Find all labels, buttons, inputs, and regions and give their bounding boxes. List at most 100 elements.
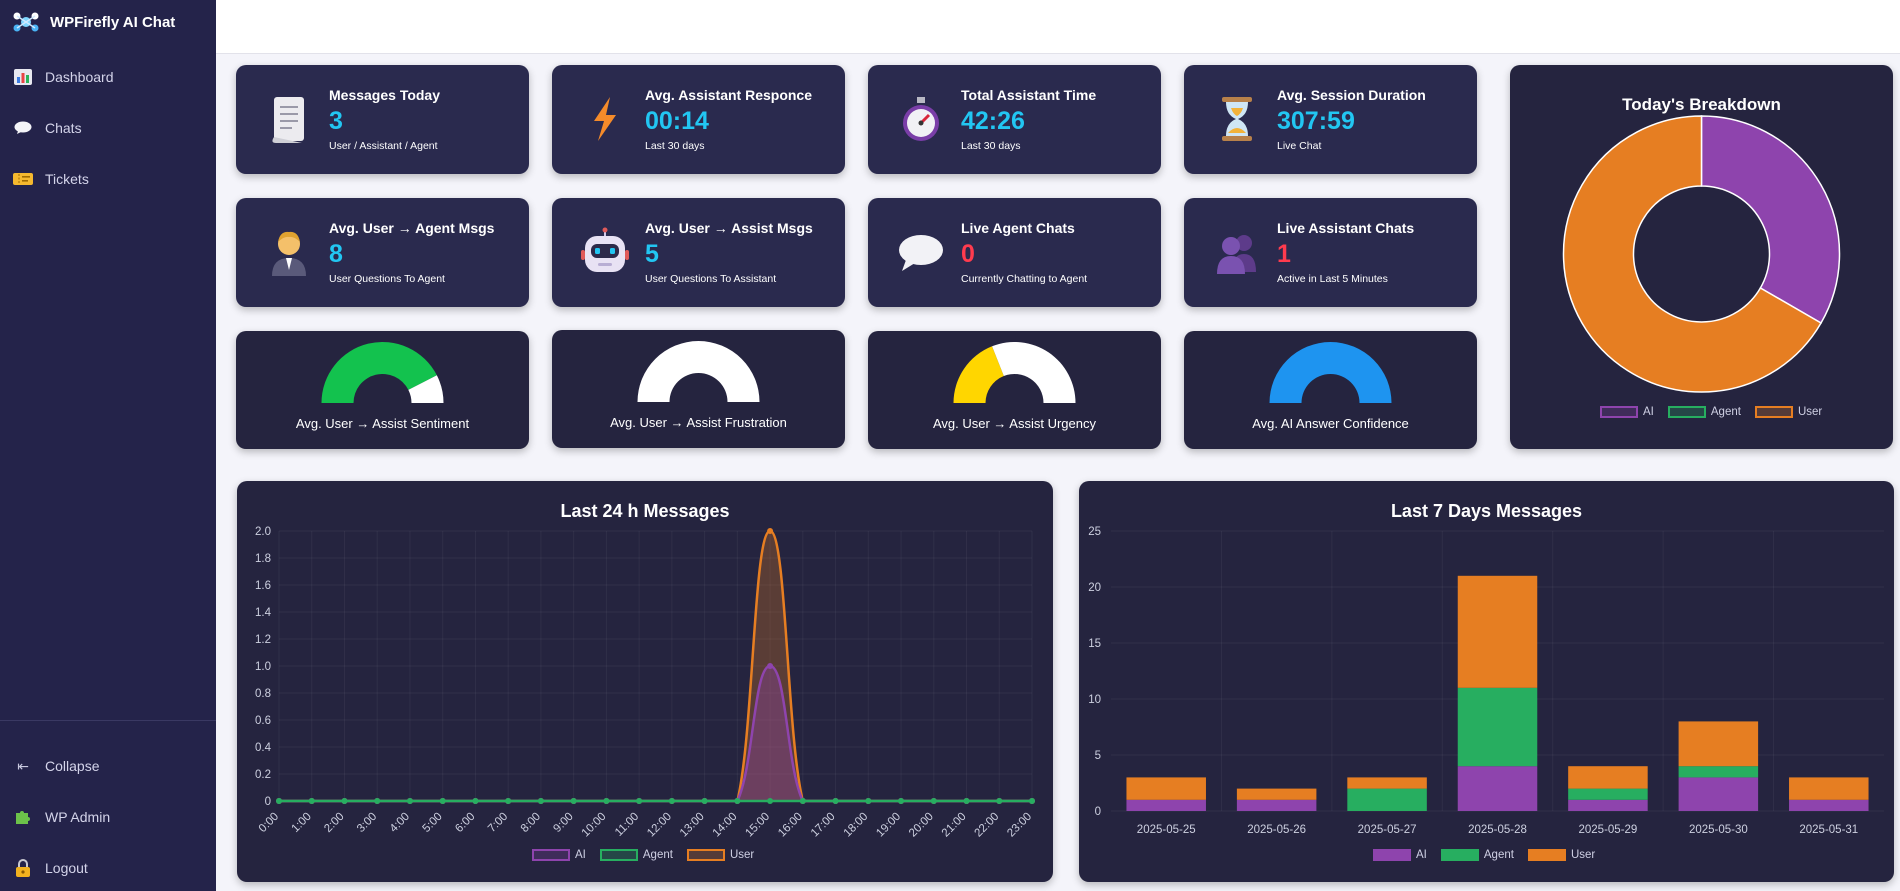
x-tick-label: 23:00 [1005, 811, 1034, 840]
x-tick-label: 2025-05-27 [1358, 824, 1417, 836]
data-point-agent [930, 798, 937, 804]
data-point-agent [570, 798, 577, 804]
data-point-agent [668, 798, 675, 804]
x-tick-label: 12:00 [645, 811, 674, 840]
lock-icon [13, 859, 33, 877]
collapse-button[interactable]: ⇤ Collapse [0, 749, 216, 783]
sidebar: WPFirefly AI Chat Dashboard Chats Ticket… [0, 0, 216, 891]
bar-chart: 0 5 10 15 20 25 2025-05-25 2025-05-26 2025-05-27… [1088, 526, 1884, 836]
legend-item-agent[interactable]: Agent [599, 849, 673, 861]
x-tick-label: 11:00 [613, 811, 641, 839]
x-tick-label: 4:00 [388, 811, 412, 835]
x-tick-label: 8:00 [519, 811, 543, 835]
chart-title: Last 7 Days Messages [1390, 501, 1583, 521]
brand[interactable]: WPFirefly AI Chat [10, 9, 175, 35]
data-point-agent [374, 798, 381, 804]
stat-title: Avg. Assistant Responce [645, 87, 813, 103]
data-point-agent [734, 798, 741, 804]
y-tick-label: 5 [1095, 750, 1101, 762]
users-icon [1217, 235, 1256, 274]
bar-user [1126, 777, 1206, 800]
stat-subtitle: Currently Chatting to Agent [961, 273, 1088, 285]
robot-icon [581, 227, 629, 272]
gauge [953, 342, 1076, 403]
x-tick-label: 2025-05-29 [1579, 824, 1638, 836]
sidebar-item-dashboard[interactable]: Dashboard [0, 60, 216, 94]
data-point-agent [537, 798, 544, 804]
sidebar-divider [0, 720, 216, 721]
bar-ai [1678, 777, 1759, 811]
x-tick-label: 15:00 [743, 811, 772, 840]
data-point-agent [701, 798, 708, 804]
y-tick-label: 1.2 [255, 634, 271, 646]
bar-user [1789, 777, 1869, 800]
legend-item-ai[interactable]: AI [1373, 849, 1427, 861]
data-point-user [767, 528, 774, 534]
y-tick-label: 1.6 [255, 580, 271, 592]
y-tick-label: 2.0 [255, 526, 271, 538]
x-tick-label: 20:00 [907, 811, 936, 840]
sidebar-item-label: Chats [45, 120, 82, 136]
gauge-remainder [408, 375, 444, 403]
data-point-agent [996, 798, 1003, 804]
stat-subtitle: Live Chat [1277, 140, 1322, 152]
x-tick-label: 1:00 [290, 811, 314, 835]
legend-item-agent[interactable]: Agent [1667, 406, 1741, 418]
y-tick-label: 0.2 [255, 769, 271, 781]
bar-user [1568, 766, 1648, 789]
logout-button[interactable]: Logout [0, 851, 216, 885]
messages-24h-chart-card: Last 24 h Messages 0 0.2 0.4 0.6 0.8 1.0 1.2 1.… [237, 481, 1053, 882]
x-tick-label: 5:00 [420, 811, 444, 835]
sidebar-item-wp-admin[interactable]: WP Admin [0, 800, 216, 834]
gauge-label: Avg. User → Assist Sentiment [295, 416, 470, 431]
stat-title: Messages Today [329, 87, 441, 103]
sidebar-item-chats[interactable]: Chats [0, 111, 216, 145]
bar-user [1678, 721, 1759, 767]
line-chart: 0 0.2 0.4 0.6 0.8 1.0 1.2 1.4 1.6 1.8 2.0 0:00 1:00 2… [255, 526, 1035, 840]
stat-subtitle: User Questions To Assistant [645, 273, 777, 285]
bar-ai [1126, 799, 1206, 811]
sidebar-item-label: WP Admin [45, 809, 111, 825]
chart-title: Today's Breakdown [1622, 95, 1781, 114]
legend-item-ai[interactable]: AI [532, 849, 586, 861]
hourglass-icon [1222, 97, 1252, 141]
speech-bubble-icon [13, 119, 33, 137]
gauge-label: Avg. User → Assist Urgency [932, 416, 1097, 431]
legend-item-user[interactable]: User [686, 849, 754, 861]
gauge-label: Avg. AI Answer Confidence [1252, 416, 1409, 431]
x-tick-label: 18:00 [842, 811, 871, 840]
x-tick-label: 14:00 [711, 811, 740, 840]
y-tick-label: 0.8 [255, 688, 271, 700]
series-line-ai [278, 664, 1032, 803]
y-tick-label: 25 [1088, 526, 1101, 538]
x-tick-label: 22:00 [973, 811, 1002, 840]
legend-item-user[interactable]: User [1754, 406, 1822, 418]
x-tick-label: 19:00 [874, 811, 903, 840]
chart-title: Last 24 h Messages [560, 501, 730, 521]
stat-subtitle: Last 30 days [961, 140, 1021, 152]
data-point-agent [636, 798, 643, 804]
y-tick-label: 10 [1088, 694, 1101, 706]
series-area-ai [279, 666, 1032, 801]
data-point-agent [308, 798, 315, 804]
stat-title: Avg. User → Assist Msgs [645, 220, 813, 236]
x-tick-label: 16:00 [776, 811, 805, 840]
stat-title: Avg. Session Duration [1277, 87, 1426, 103]
gauge-fill [1269, 342, 1392, 403]
bar-agent [1347, 788, 1427, 811]
gauge [321, 342, 444, 403]
legend-item-user[interactable]: User [1527, 849, 1595, 861]
stat-value: 0 [961, 240, 975, 268]
legend-item-ai[interactable]: AI [1600, 406, 1654, 418]
legend-item-agent[interactable]: Agent [1440, 849, 1514, 861]
stat-subtitle: User Questions To Agent [329, 273, 445, 285]
y-tick-label: 1.0 [255, 661, 271, 673]
bar-ai [1568, 799, 1648, 811]
stat-card-avg-user-agent-msgs: Avg. User → Agent Msgs 8 User Questions … [236, 198, 529, 307]
sidebar-item-tickets[interactable]: Tickets [0, 162, 216, 196]
data-point-agent [865, 798, 872, 804]
ticket-icon [13, 170, 33, 188]
gauge [1269, 342, 1392, 403]
x-tick-label: 2025-05-26 [1247, 824, 1306, 836]
gauge-label: Avg. User → Assist Frustration [610, 415, 787, 430]
